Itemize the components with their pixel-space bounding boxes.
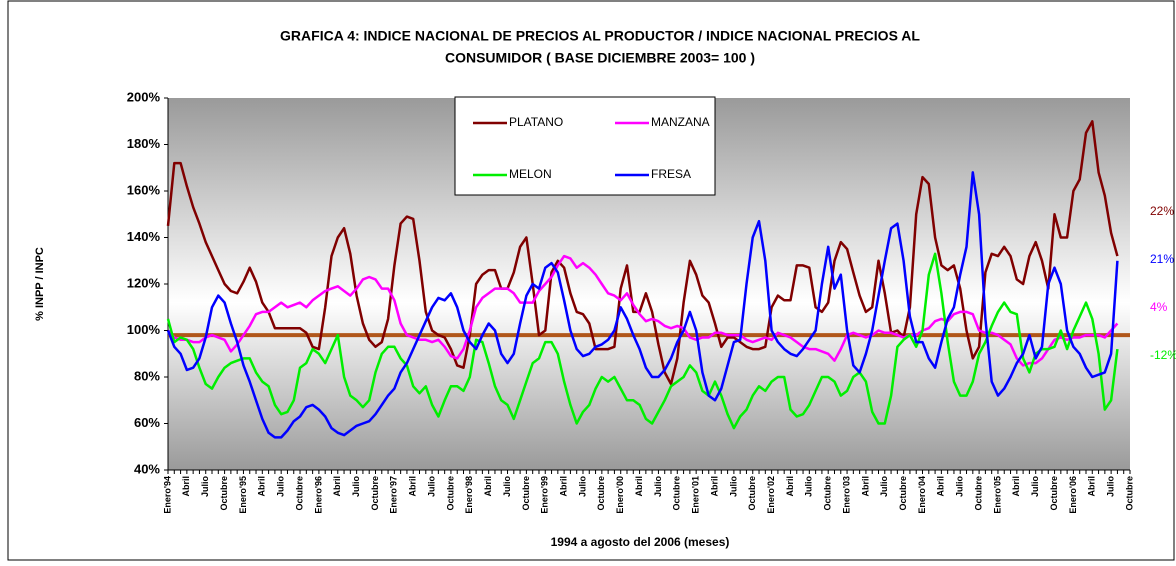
x-tick-label: Octubre [294, 476, 304, 511]
x-tick-label: Julio [1106, 476, 1116, 498]
x-tick-label: Enero'04 [917, 476, 927, 514]
x-tick-label: Abril [483, 476, 493, 497]
legend-label: MANZANA [651, 115, 710, 129]
x-tick-label: Abril [785, 476, 795, 497]
x-tick-label: Julio [426, 476, 436, 498]
x-tick-label: Julio [879, 476, 889, 498]
x-tick-label: Octubre [521, 476, 531, 511]
y-axis-label: % INPP / INPC [34, 247, 46, 321]
x-tick-label: Enero'05 [992, 476, 1002, 514]
x-tick-label: Enero'96 [313, 476, 323, 514]
x-tick-label: Octubre [445, 476, 455, 511]
series-line [166, 171, 1119, 439]
x-tick-label: Enero'99 [540, 476, 550, 514]
y-tick-label: 200% [127, 89, 161, 104]
x-tick-label: Julio [200, 476, 210, 498]
legend-label: MELON [509, 167, 552, 181]
x-tick-label: Octubre [219, 476, 229, 511]
x-tick-label: Enero'95 [238, 476, 248, 514]
x-tick-label: Abril [181, 476, 191, 497]
y-tick-label: 80% [134, 368, 160, 383]
chart-title: GRAFICA 4: INDICE NACIONAL DE PRECIOS AL… [280, 28, 920, 44]
x-tick-label: Enero'94 [162, 476, 172, 514]
x-tick-label: Enero'03 [841, 476, 851, 514]
end-label: -12% [1150, 348, 1176, 362]
x-tick-label: Abril [332, 476, 342, 497]
y-tick-label: 40% [134, 461, 160, 476]
x-tick-label: Octubre [973, 476, 983, 511]
x-tick-label: Abril [1087, 476, 1097, 497]
x-tick-label: Enero'98 [464, 476, 474, 514]
x-tick-label: Julio [804, 476, 814, 498]
x-tick-label: Octubre [823, 476, 833, 511]
x-tick-label: Enero'01 [691, 476, 701, 514]
y-tick-label: 60% [134, 415, 160, 430]
x-tick-label: Abril [709, 476, 719, 497]
series-line [167, 254, 1119, 367]
x-tick-label: Octubre [370, 476, 380, 511]
end-label: 21% [1150, 252, 1174, 266]
y-tick-label: 140% [127, 229, 161, 244]
x-tick-label: Octubre [898, 476, 908, 511]
x-tick-label: Octubre [747, 476, 757, 511]
y-tick-label: 160% [127, 182, 161, 197]
x-tick-label: Abril [1011, 476, 1021, 497]
x-tick-label: Enero'02 [766, 476, 776, 514]
x-tick-label: Julio [276, 476, 286, 498]
x-tick-label: Julio [955, 476, 965, 498]
chart-title: CONSUMIDOR ( BASE DICIEMBRE 2003= 100 ) [445, 50, 755, 66]
x-tick-label: Enero'00 [615, 476, 625, 514]
legend-label: PLATANO [509, 115, 563, 129]
end-label: 22% [1150, 204, 1174, 218]
x-tick-label: Julio [653, 476, 663, 498]
x-tick-label: Julio [1030, 476, 1040, 498]
x-axis-label: 1994 a agosto del 2006 (meses) [551, 535, 730, 549]
end-label: 4% [1150, 300, 1168, 314]
x-tick-label: Julio [577, 476, 587, 498]
x-tick-label: Abril [257, 476, 267, 497]
x-tick-label: Octubre [596, 476, 606, 511]
y-tick-label: 120% [127, 275, 161, 290]
x-tick-label: Octubre [672, 476, 682, 511]
y-tick-label: 100% [127, 322, 161, 337]
series-line [166, 252, 1119, 430]
x-tick-label: Julio [351, 476, 361, 498]
x-tick-label: Abril [860, 476, 870, 497]
x-tick-label: Abril [558, 476, 568, 497]
x-tick-label: Octubre [1124, 476, 1134, 511]
x-tick-label: Julio [728, 476, 738, 498]
x-tick-label: Octubre [1049, 476, 1059, 511]
x-tick-label: Abril [408, 476, 418, 497]
x-tick-label: Abril [634, 476, 644, 497]
legend-label: FRESA [651, 167, 691, 181]
x-tick-label: Julio [502, 476, 512, 498]
x-tick-label: Abril [936, 476, 946, 497]
y-tick-label: 180% [127, 136, 161, 151]
legend-box [454, 96, 716, 196]
x-tick-label: Enero'06 [1068, 476, 1078, 514]
x-tick-label: Enero'97 [389, 476, 399, 514]
